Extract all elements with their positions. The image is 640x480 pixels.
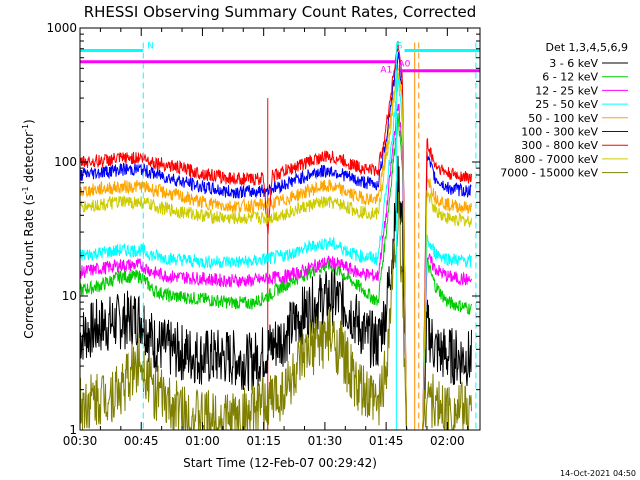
footer-timestamp: 14-Oct-2021 04:50: [560, 469, 636, 478]
x-tick-label-0045: 00:45: [124, 434, 159, 448]
y-axis-label-end: ): [22, 119, 36, 124]
plot-area: N S A1 A0: [79, 41, 480, 431]
flag-label-a1: A1: [380, 66, 392, 76]
flag-label-s: S: [397, 41, 403, 51]
x-tick-label-0115: 01:15: [246, 434, 281, 448]
y-axis-label-mid: detector: [22, 132, 36, 187]
x-tick-label-0200: 02:00: [430, 434, 465, 448]
legend-label-50-100-kev: 50 - 100 keV: [528, 112, 598, 125]
legend-label-800-7000-kev: 800 - 7000 keV: [514, 153, 598, 166]
y-tick-label-10: 10: [62, 289, 77, 303]
legend-label-300-800-kev: 300 - 800 keV: [521, 139, 598, 152]
legend-header: Det 1,3,4,5,6,9: [545, 41, 628, 54]
legend-label-3-6-kev: 3 - 6 keV: [549, 57, 598, 70]
axis-ticks: 00:30 00:45 01:00 01:15 01:30 01:45 02:00 1 10 10…: [46, 21, 480, 448]
legend-label-7000-15000-kev: 7000 - 15000 keV: [500, 167, 598, 180]
y-axis-label: Corrected Count Rate (s-1 detector-1): [21, 119, 36, 338]
legend-label-100-300-kev: 100 - 300 keV: [521, 126, 598, 139]
y-axis-label-sup2: -1: [21, 124, 30, 132]
flag-label-a0: A0: [398, 60, 410, 70]
x-tick-label-0100: 01:00: [185, 434, 220, 448]
y-axis-label-main: Corrected Count Rate (s: [22, 194, 36, 338]
legend-label-25-50-kev: 25 - 50 keV: [535, 98, 598, 111]
legend-label-6-12-kev: 6 - 12 keV: [542, 71, 598, 84]
plot-frame: [79, 27, 481, 431]
flag-label-n: N: [147, 41, 154, 51]
y-tick-label-1000: 1000: [46, 21, 77, 35]
series-line-7000-15000-kev: [79, 192, 472, 431]
y-tick-label-100: 100: [54, 155, 77, 169]
x-tick-label-0130: 01:30: [308, 434, 343, 448]
x-axis-label: Start Time (12-Feb-07 00:29:42): [183, 456, 377, 470]
legend-label-12-25-kev: 12 - 25 keV: [535, 84, 598, 97]
y-tick-label-1: 1: [69, 423, 77, 437]
y-axis-label-sup1: -1: [21, 186, 30, 194]
x-tick-label-0030: 00:30: [63, 434, 98, 448]
chart-title: RHESSI Observing Summary Count Rates, Co…: [84, 3, 477, 21]
x-tick-label-0145: 01:45: [369, 434, 404, 448]
